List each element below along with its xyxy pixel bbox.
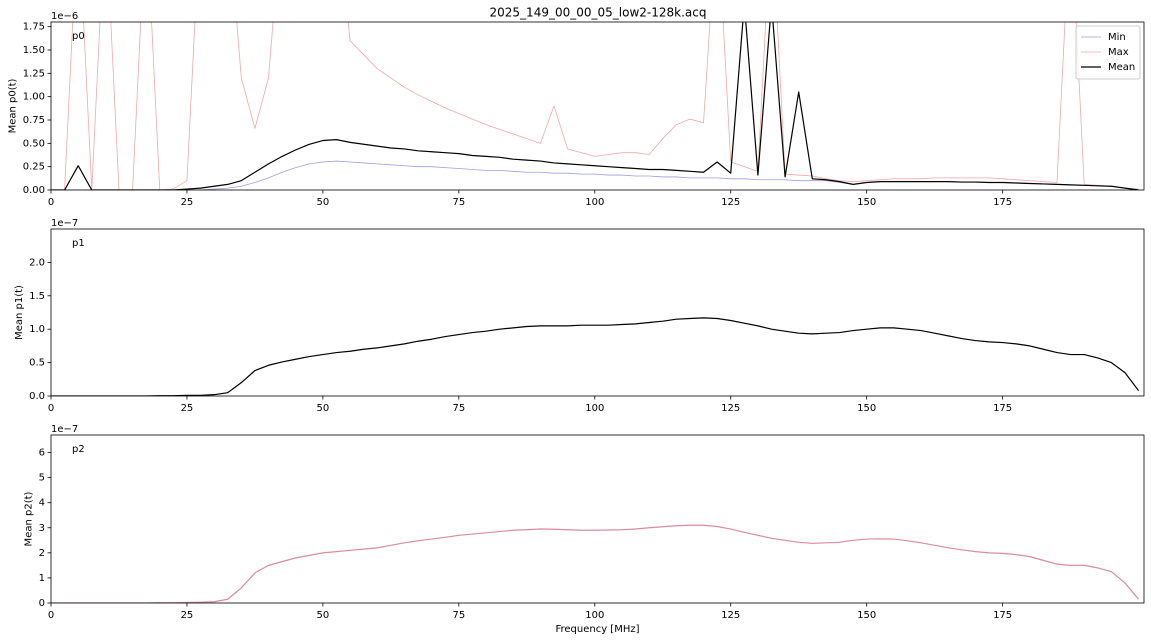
x-tick-label: 100 (585, 197, 604, 208)
legend-label: Max (1108, 47, 1129, 58)
y-tick-label: 2.0 (29, 257, 45, 268)
legend-label: Min (1108, 32, 1126, 43)
x-tick-label: 150 (857, 197, 876, 208)
y-tick-label: 1.25 (23, 68, 45, 79)
y-tick-label: 1.0 (29, 324, 45, 335)
x-tick-label: 175 (993, 197, 1012, 208)
x-tick-label: 75 (452, 403, 465, 414)
offset-label: 1e−6 (51, 11, 78, 22)
x-tick-label: 50 (317, 197, 330, 208)
panel-label: p0 (72, 31, 85, 42)
x-tick-label: 75 (452, 610, 465, 621)
x-tick-label: 125 (721, 610, 740, 621)
x-tick-label: 0 (48, 403, 54, 414)
y-tick-label: 6 (39, 448, 45, 459)
y-tick-label: 5 (39, 473, 45, 484)
plot-area (51, 524, 1140, 603)
legend: Min Max Mean (1075, 25, 1141, 80)
figure-title: 2025_149_00_00_05_low2-128k.acq (490, 6, 707, 20)
axes-frame (50, 434, 1145, 604)
subplot: 0 25 50 75 100 125 150 175 0 1 2 3 4 5 6 Mean p2(t) 1e−7… (24, 424, 1145, 635)
series-line (51, 317, 1140, 396)
legend-box (1075, 25, 1141, 80)
legend-label: Mean (1108, 62, 1135, 73)
y-tick-label: 4 (39, 498, 45, 509)
plot-area (51, 22, 1139, 190)
x-tick-label: 150 (857, 610, 876, 621)
subplot: 0 25 50 75 100 125 150 175 0.00 0.25 0.50 0.75 1.00 1… (8, 11, 1145, 208)
axes-frame (50, 21, 1145, 191)
series-line (51, 22, 1139, 190)
x-tick-label: 125 (721, 403, 740, 414)
y-tick-label: 1.00 (23, 92, 45, 103)
subplot: 0 25 50 75 100 125 150 175 0.0 0.5 1.0 1.5 2.0 Mean p… (14, 218, 1145, 414)
y-tick-label: 1.50 (23, 45, 45, 56)
plot-area (51, 317, 1140, 396)
y-tick-label: 2 (39, 548, 45, 559)
y-tick-label: 0.50 (23, 138, 45, 149)
y-tick-label: 1.5 (29, 291, 45, 302)
y-tick-label: 0.25 (23, 162, 45, 173)
x-tick-label: 0 (48, 197, 54, 208)
y-axis-label: Mean p2(t) (24, 491, 35, 546)
offset-label: 1e−7 (51, 218, 78, 229)
y-tick-label: 0.00 (23, 185, 45, 196)
x-tick-label: 75 (452, 197, 465, 208)
x-tick-label: 100 (585, 403, 604, 414)
x-tick-label: 175 (993, 403, 1012, 414)
axes-frame (50, 228, 1145, 397)
x-tick-label: 150 (857, 403, 876, 414)
x-tick-label: 25 (181, 403, 194, 414)
y-axis-label: Mean p0(t) (8, 78, 19, 133)
y-tick-label: 0.5 (29, 358, 45, 369)
offset-label: 1e−7 (51, 424, 78, 435)
y-tick-label: 0.0 (29, 391, 45, 402)
y-tick-label: 0.75 (23, 115, 45, 126)
x-axis-label: Frequency [MHz] (555, 624, 639, 635)
y-tick-label: 1.75 (23, 22, 45, 33)
y-tick-label: 0 (39, 598, 45, 609)
panel-label: p1 (72, 238, 85, 249)
x-tick-label: 175 (993, 610, 1012, 621)
x-tick-label: 25 (181, 610, 194, 621)
series-line (51, 524, 1140, 603)
x-tick-label: 100 (585, 610, 604, 621)
y-tick-label: 1 (39, 573, 45, 584)
x-tick-label: 50 (317, 610, 330, 621)
x-tick-label: 50 (317, 403, 330, 414)
x-tick-label: 25 (181, 197, 194, 208)
x-tick-label: 0 (48, 610, 54, 621)
x-tick-label: 125 (721, 197, 740, 208)
series-line (51, 22, 1139, 190)
y-tick-label: 3 (39, 523, 45, 534)
panel-label: p2 (72, 444, 85, 455)
y-axis-label: Mean p1(t) (14, 285, 25, 340)
